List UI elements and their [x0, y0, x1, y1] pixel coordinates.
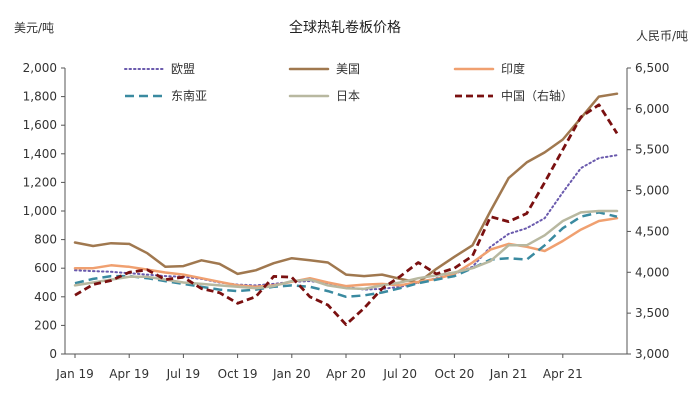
- legend-label-0: 欧盟: [171, 62, 195, 76]
- right-tick-label: 6,500: [635, 61, 669, 75]
- legend-label-3: 东南亚: [171, 88, 207, 103]
- left-axis-unit: 美元/吨: [14, 21, 54, 35]
- left-tick-label: 1,800: [23, 90, 57, 104]
- left-tick-label: 1,200: [23, 175, 57, 189]
- right-tick-label: 3,000: [635, 347, 669, 361]
- right-tick-label: 6,000: [635, 102, 669, 116]
- x-tick-label: Oct 19: [218, 367, 258, 381]
- right-axis-unit: 人民币/吨: [636, 29, 688, 43]
- x-tick-label: Jul 20: [382, 367, 417, 381]
- series-line-1: [73, 92, 619, 284]
- left-tick-label: 600: [34, 261, 57, 275]
- x-tick-label: Oct 20: [434, 367, 474, 381]
- legend-label-2: 印度: [501, 61, 525, 76]
- left-tick-label: 0: [49, 347, 57, 361]
- x-tick-label: Jul 19: [166, 367, 201, 381]
- right-tick-label: 4,000: [635, 265, 669, 279]
- right-tick-label: 5,000: [635, 184, 669, 198]
- legend-label-1: 美国: [336, 62, 360, 76]
- series-lines: [73, 92, 619, 326]
- x-tick-label: Jan 19: [55, 367, 94, 381]
- x-tick-label: Apr 19: [109, 367, 149, 381]
- series-line-3: [74, 211, 618, 299]
- x-tick-label: Jan 21: [489, 367, 528, 381]
- left-tick-label: 400: [34, 290, 57, 304]
- left-tick-label: 1,000: [23, 204, 57, 218]
- right-tick-label: 4,500: [635, 224, 669, 238]
- series-line-4: [73, 209, 619, 291]
- left-tick-label: 800: [34, 233, 57, 247]
- left-tick-label: 2,000: [23, 61, 57, 75]
- legend-label-5: 中国（右轴）: [501, 88, 573, 103]
- x-tick-label: Jan 20: [272, 367, 311, 381]
- series-line-5: [74, 103, 619, 326]
- left-tick-label: 200: [34, 318, 57, 332]
- x-tick-label: Apr 20: [326, 367, 366, 381]
- left-tick-label: 1,600: [23, 118, 57, 132]
- left-tick-label: 1,400: [23, 147, 57, 161]
- legend-label-4: 日本: [336, 89, 360, 103]
- series-line-2: [73, 216, 619, 289]
- right-tick-label: 3,500: [635, 306, 669, 320]
- right-tick-label: 5,500: [635, 143, 669, 157]
- chart-title: 全球热轧卷板价格: [289, 19, 401, 36]
- x-tick-label: Apr 21: [543, 367, 583, 381]
- axes: 0 200 400 600 800 1,000 1,200 1,400 1,600 1,800 2,…: [23, 61, 670, 381]
- series-line-0: [74, 154, 618, 291]
